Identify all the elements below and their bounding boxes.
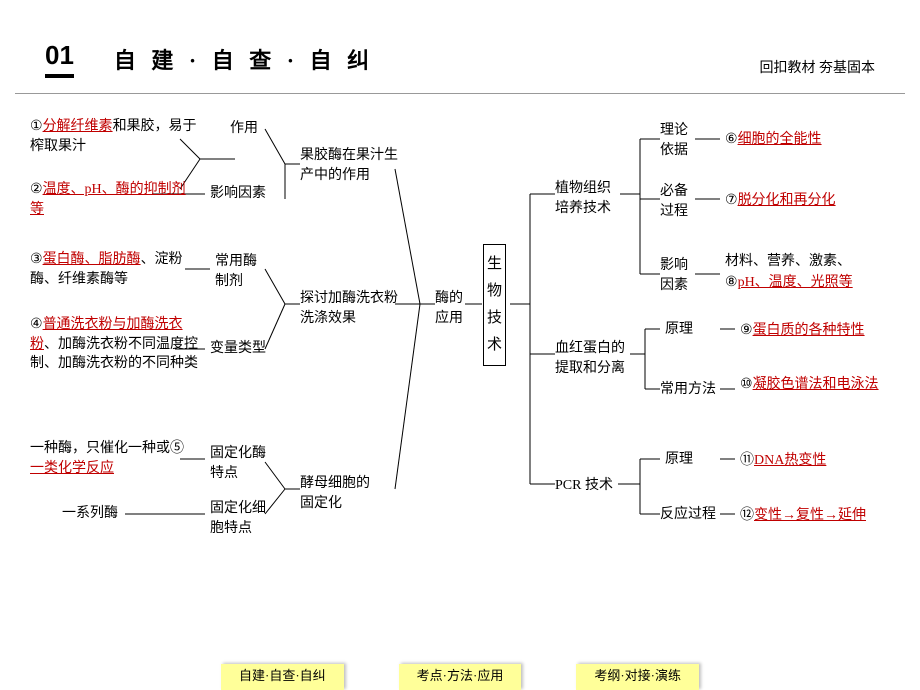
tab-3[interactable]: 考纲·对接·演练 bbox=[576, 664, 699, 690]
concept-diagram: ①分解纤维素和果胶，易于榨取果汁 ②温度、pH、酶的抑制剂等 ③蛋白酶、脂肪酶、… bbox=[0, 94, 920, 614]
sub-process: 必备过程 bbox=[660, 182, 695, 221]
tab-1[interactable]: 自建·自查·自纠 bbox=[221, 664, 344, 690]
branch-pcr: PCR 技术 bbox=[555, 476, 613, 496]
section-subtitle: 回扣教材 夯基固本 bbox=[760, 42, 876, 77]
branch-plant: 植物组织培养技术 bbox=[555, 179, 620, 218]
item-6: ⑥细胞的全能性 bbox=[725, 129, 822, 150]
label-variable: 变量类型 bbox=[210, 339, 266, 359]
label-enzyme: 常用酶制剂 bbox=[215, 252, 265, 291]
sub-reaction: 反应过程 bbox=[660, 505, 716, 525]
sub-theory: 理论依据 bbox=[660, 121, 695, 160]
item-8: 材料、营养、激素、 ⑧pH、温度、光照等 bbox=[725, 252, 895, 292]
item-5c: 一系列酶 bbox=[62, 504, 118, 524]
center-topic: 生物技术 bbox=[483, 244, 506, 366]
mid-4: 酶的应用 bbox=[435, 289, 470, 328]
sub-principle2: 原理 bbox=[665, 450, 693, 470]
item-10: ⑩凝胶色谱法和电泳法 bbox=[740, 374, 880, 395]
item-9: ⑨蛋白质的各种特性 bbox=[740, 320, 865, 341]
item-7: ⑦脱分化和再分化 bbox=[725, 190, 836, 211]
tab-2[interactable]: 考点·方法·应用 bbox=[399, 664, 522, 690]
section-title: 自 建 · 自 查 · 自 纠 bbox=[114, 43, 374, 75]
label-fix-cell: 固定化细胞特点 bbox=[210, 499, 270, 538]
mid-2: 探讨加酶洗衣粉洗涤效果 bbox=[300, 289, 400, 328]
item-12: ⑫变性→复性→延伸 bbox=[740, 505, 866, 526]
item-4: ④普通洗衣粉与加酶洗衣粉、加酶洗衣粉不同温度控制、加酶洗衣粉的不同种类 bbox=[30, 314, 205, 374]
sub-method: 常用方法 bbox=[660, 380, 716, 400]
item-11: ⑪DNA热变性 bbox=[740, 450, 826, 471]
item-1: ①分解纤维素和果胶，易于榨取果汁 bbox=[30, 116, 200, 156]
label-factor: 影响因素 bbox=[210, 184, 266, 204]
header: 01 自 建 · 自 查 · 自 纠 回扣教材 夯基固本 bbox=[15, 0, 905, 94]
footer-tabs: 自建·自查·自纠 考点·方法·应用 考纲·对接·演练 bbox=[0, 664, 920, 690]
label-effect: 作用 bbox=[230, 119, 258, 139]
item-2: ②温度、pH、酶的抑制剂等 bbox=[30, 179, 190, 219]
mid-3: 酵母细胞的固定化 bbox=[300, 474, 370, 513]
branch-hemo: 血红蛋白的提取和分离 bbox=[555, 339, 635, 378]
sub-factor: 影响因素 bbox=[660, 256, 695, 295]
label-fix-enzyme: 固定化酶特点 bbox=[210, 444, 270, 483]
item-5: 一种酶，只催化一种或⑤一类化学反应 bbox=[30, 439, 195, 478]
sub-principle: 原理 bbox=[665, 320, 693, 340]
item-3: ③蛋白酶、脂肪酶、淀粉酶、纤维素酶等 bbox=[30, 249, 210, 289]
section-number: 01 bbox=[45, 40, 74, 78]
mid-1: 果胶酶在果汁生产中的作用 bbox=[300, 146, 400, 185]
